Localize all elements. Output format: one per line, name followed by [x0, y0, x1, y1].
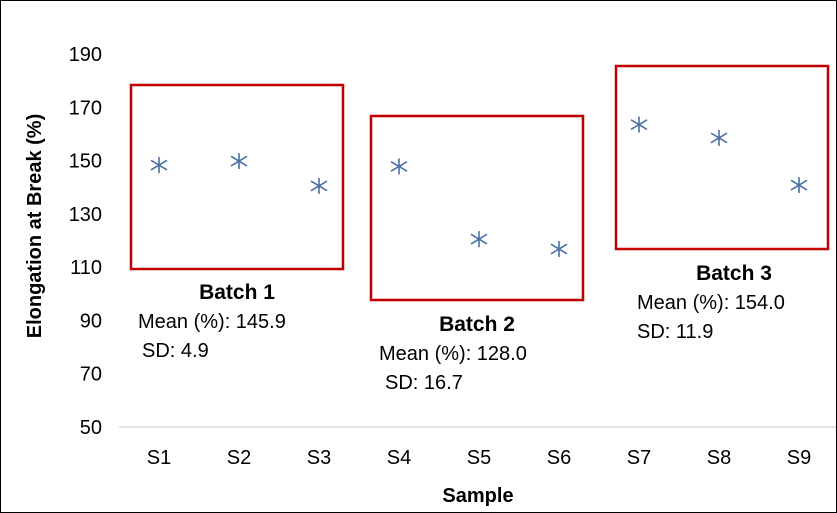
y-tick-label: 50 [80, 417, 102, 439]
batch-sd: SD: 4.9 [142, 340, 209, 362]
x-tick-label: S9 [787, 447, 811, 469]
data-point [630, 116, 648, 133]
batch-sd: SD: 11.9 [637, 321, 713, 343]
x-tick-label: S1 [147, 447, 171, 469]
y-tick-label: 90 [80, 310, 102, 332]
data-point [550, 241, 568, 258]
y-tick-label: 130 [69, 204, 102, 226]
x-tick-label: S4 [387, 447, 411, 469]
y-tick-labels: 50 70 90 110 130 150 170 190 [69, 44, 102, 439]
data-point [390, 158, 408, 175]
batch-title: Batch 3 [696, 262, 772, 285]
y-tick-label: 110 [70, 257, 102, 279]
x-tick-label: S7 [627, 447, 651, 469]
y-tick-label: 190 [69, 44, 102, 66]
y-tick-label: 150 [69, 151, 102, 173]
batch-mean: Mean (%): 154.0 [637, 292, 785, 314]
x-tick-labels: S1 S2 S3 S4 S5 S6 S7 S8 S9 [147, 447, 811, 469]
batch-box [614, 64, 830, 251]
data-point [790, 177, 808, 194]
batch-box [129, 83, 345, 271]
data-point [310, 177, 328, 194]
y-tick-label: 70 [80, 364, 102, 386]
data-point [230, 153, 248, 170]
x-tick-label: S8 [707, 447, 731, 469]
batch-title: Batch 1 [199, 281, 275, 304]
batch-labels: Batch 1 Mean (%): 145.9 SD: 4.9 Batch 2 Mean… [138, 262, 785, 394]
batch-sd: SD: 16.7 [385, 372, 463, 394]
batch-mean: Mean (%): 145.9 [138, 311, 286, 333]
batch-mean: Mean (%): 128.0 [379, 343, 527, 365]
data-point [470, 231, 488, 248]
y-axis-title: Elongation at Break (%) [24, 114, 46, 338]
data-point [150, 157, 168, 174]
x-axis-title: Sample [442, 485, 513, 507]
data-point [710, 129, 728, 146]
data-markers [150, 116, 808, 258]
x-tick-label: S6 [547, 447, 571, 469]
batch-box [369, 114, 585, 302]
y-tick-label: 170 [69, 97, 102, 119]
batch-title: Batch 2 [439, 313, 515, 336]
x-tick-label: S5 [467, 447, 491, 469]
batch-boxes [129, 64, 830, 302]
x-tick-label: S3 [307, 447, 331, 469]
x-tick-label: S2 [227, 447, 251, 469]
